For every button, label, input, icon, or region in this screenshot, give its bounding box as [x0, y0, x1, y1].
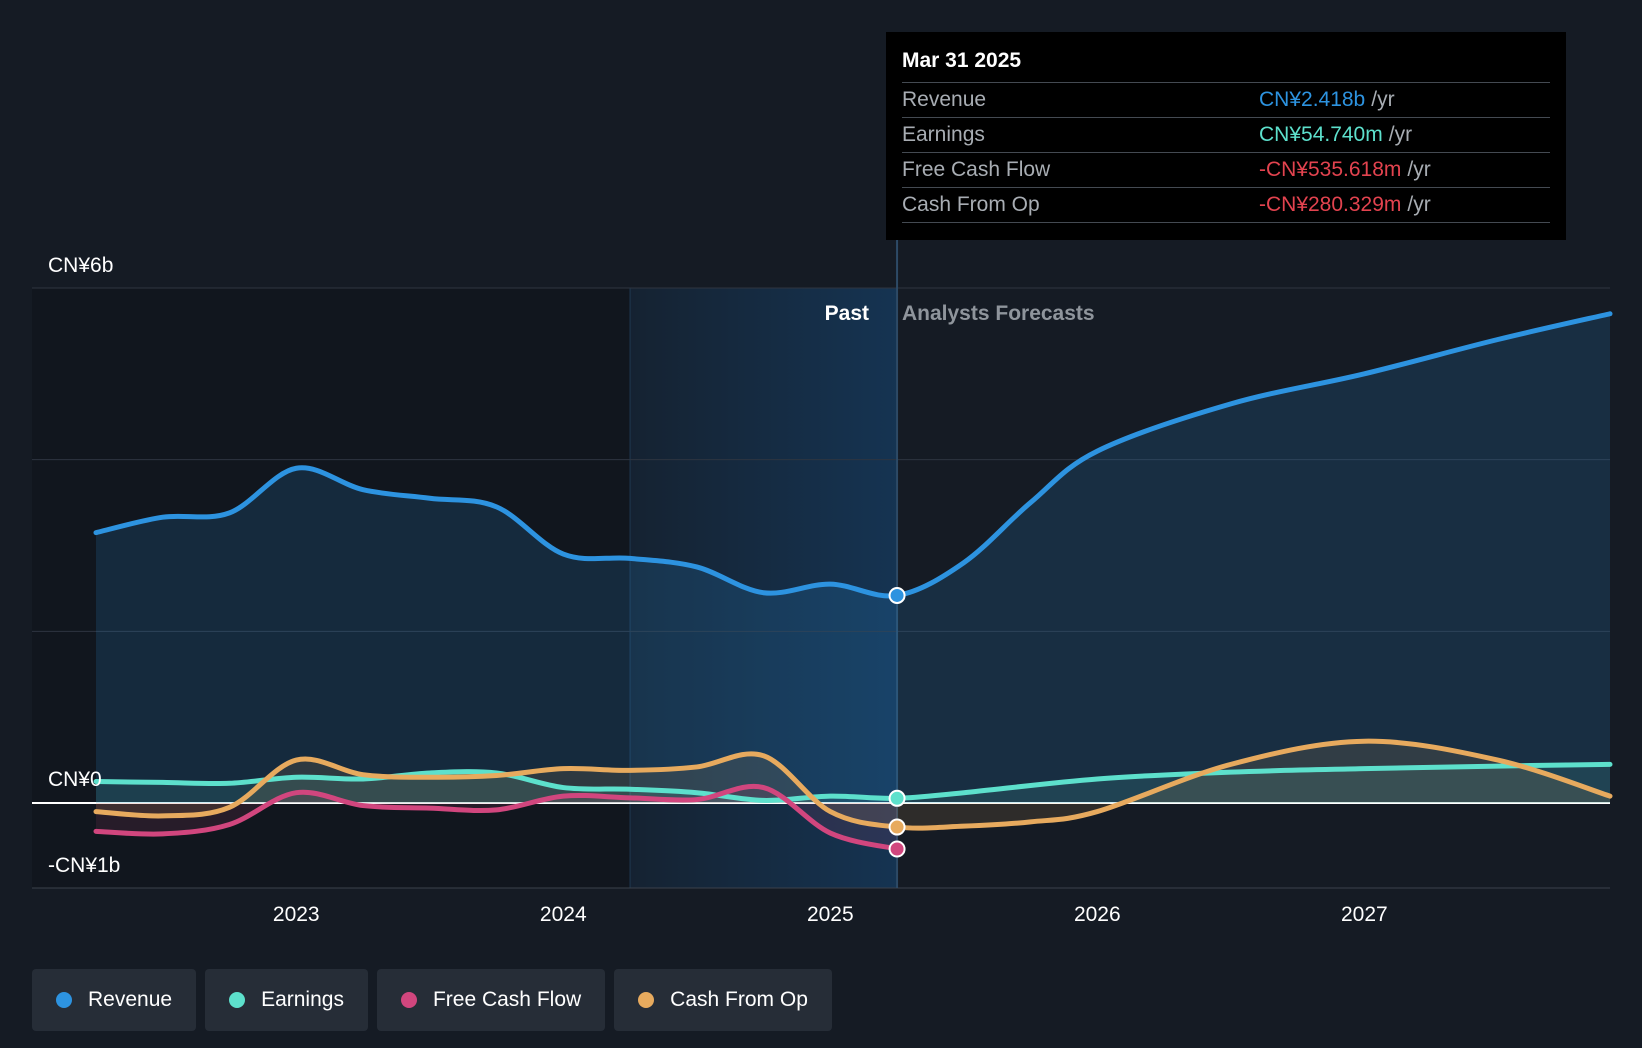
legend-item-cash-from-op[interactable]: Cash From Op — [614, 969, 832, 1031]
legend-label: Earnings — [261, 988, 344, 1011]
legend-label: Free Cash Flow — [432, 988, 582, 1011]
series-line-earnings — [93, 761, 1613, 803]
y-label-top: CN¥6b — [48, 254, 113, 277]
tooltip-value: CN¥2.418b — [1259, 88, 1366, 111]
tooltip-row-revenue: Revenue CN¥2.418b /yr — [902, 82, 1550, 117]
tooltip-date: Mar 31 2025 — [902, 49, 1022, 72]
series-line-cfo — [93, 738, 1613, 831]
tooltip-unit: /yr — [1371, 88, 1395, 111]
tooltip: Mar 31 2025 Revenue CN¥2.418b /yr Earnin… — [886, 32, 1566, 240]
marker-cfo — [888, 818, 906, 836]
tooltip-row-fcf: Free Cash Flow -CN¥535.618m /yr — [902, 152, 1550, 187]
legend-item-revenue[interactable]: Revenue — [32, 969, 197, 1031]
legend-dot-icon — [229, 992, 246, 1008]
tooltip-label: Free Cash Flow — [902, 158, 1051, 181]
marker-revenue — [888, 586, 906, 604]
marker-earnings — [888, 789, 906, 807]
x-tick-label: 2026 — [1074, 903, 1121, 926]
legend-item-earnings[interactable]: Earnings — [205, 969, 368, 1031]
series-line-fcf — [93, 783, 900, 852]
past-label: Past — [825, 302, 869, 325]
tooltip-row-cfo: Cash From Op -CN¥280.329m /yr — [902, 187, 1550, 223]
tooltip-label: Cash From Op — [902, 193, 1040, 216]
series-area-cfo — [96, 741, 1610, 829]
tooltip-value: -CN¥280.329m — [1259, 193, 1402, 216]
forecast-label: Analysts Forecasts — [902, 302, 1095, 325]
legend: Revenue Earnings Free Cash Flow Cash Fro… — [32, 969, 832, 1031]
y-label-bottom: -CN¥1b — [48, 854, 120, 877]
series-line-revenue — [93, 311, 1613, 599]
legend-item-free-cash-flow[interactable]: Free Cash Flow — [376, 969, 606, 1031]
tooltip-row-earnings: Earnings CN¥54.740m /yr — [902, 117, 1550, 152]
legend-label: Revenue — [88, 988, 173, 1011]
tooltip-unit: /yr — [1407, 193, 1431, 216]
series-area-revenue — [96, 313, 1610, 803]
x-tick-label: 2025 — [807, 903, 854, 926]
tooltip-value: -CN¥535.618m — [1259, 158, 1402, 181]
past-background — [32, 288, 631, 888]
tooltip-value: CN¥54.740m — [1259, 123, 1383, 146]
legend-dot-icon — [638, 992, 655, 1008]
y-label-zero: CN¥0 — [48, 768, 102, 791]
x-tick-label: 2027 — [1341, 903, 1388, 926]
tooltip-label: Earnings — [902, 123, 985, 146]
legend-label: Cash From Op — [670, 988, 808, 1011]
x-tick-label: 2024 — [540, 903, 587, 926]
tooltip-label: Revenue — [902, 88, 987, 111]
legend-dot-icon — [400, 992, 417, 1008]
tooltip-unit: /yr — [1407, 158, 1431, 181]
marker-fcf — [888, 840, 906, 858]
x-tick-label: 2023 — [273, 903, 320, 926]
tooltip-unit: /yr — [1388, 123, 1413, 146]
legend-dot-icon — [56, 992, 72, 1008]
